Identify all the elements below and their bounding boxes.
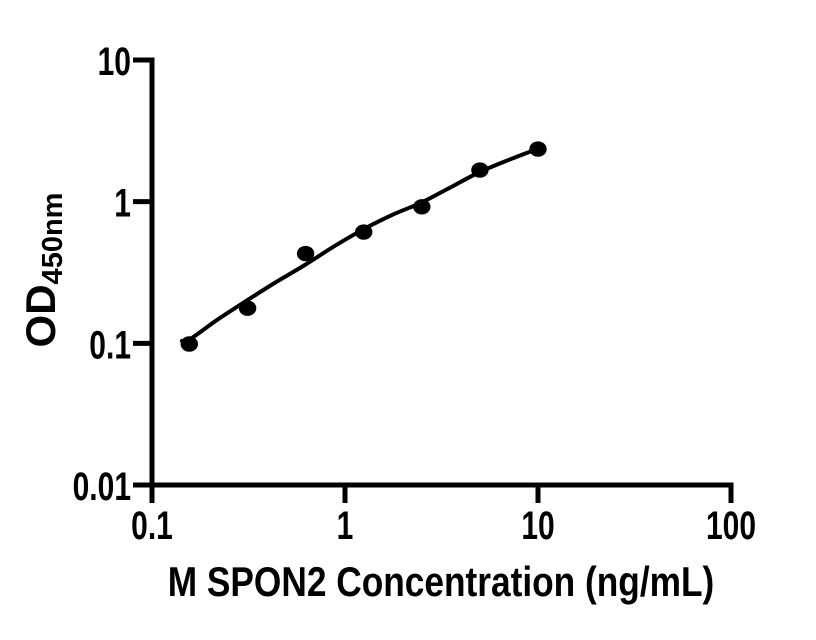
y-tick-label: 10 [98, 40, 131, 84]
y-tick-label-group: 10 [98, 40, 131, 84]
y-tick-label: 0.01 [73, 465, 131, 509]
y-axis-title-subscript: 450nm [37, 193, 69, 285]
y-tick-label-group: 0.01 [73, 465, 131, 509]
x-tick-label: 10 [521, 504, 554, 548]
x-tick-label: 100 [706, 504, 756, 548]
data-point-marker [471, 162, 489, 178]
x-tick-label-group: 100 [706, 504, 756, 548]
data-point-marker [180, 336, 198, 352]
y-axis [133, 57, 155, 503]
data-point-marker [355, 224, 373, 240]
fit-curve-line [180, 146, 540, 344]
x-tick-label: 1 [337, 504, 354, 548]
data-point-marker [413, 199, 431, 215]
data-point-marker [238, 300, 257, 316]
x-axis [133, 482, 734, 503]
y-axis-title: OD450nm [17, 193, 69, 348]
x-axis-title: M SPON2 Concentration (ng/mL) [168, 559, 715, 606]
x-tick-label-group: 10 [521, 504, 554, 548]
data-point-marker [529, 141, 547, 157]
x-tick-label-group: 0.1 [131, 504, 173, 548]
data-point-marker [296, 245, 315, 262]
x-tick-label: 0.1 [131, 504, 173, 548]
y-tick-label: 1 [114, 182, 131, 226]
y-tick-label-group: 1 [114, 182, 131, 226]
y-axis-title-main: OD [17, 284, 64, 347]
y-tick-label: 0.1 [89, 323, 131, 367]
x-axis-title-group: M SPON2 Concentration (ng/mL) [168, 559, 715, 606]
y-axis-title-group: OD450nm [17, 193, 69, 348]
y-tick-label-group: 0.1 [89, 323, 131, 367]
x-tick-label-group: 1 [337, 504, 354, 548]
